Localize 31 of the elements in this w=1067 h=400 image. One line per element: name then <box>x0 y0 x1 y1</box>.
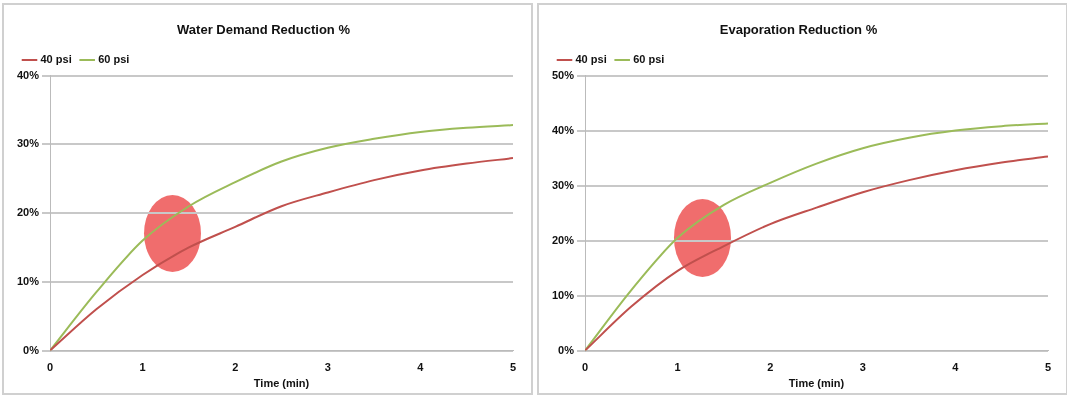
chart-title: Water Demand Reduction % <box>177 22 351 38</box>
legend-label: 40 psi <box>40 53 72 66</box>
y-tick-label: 20% <box>16 206 40 219</box>
y-tick-label: 50% <box>551 68 575 81</box>
y-tick-label: 0% <box>23 343 40 356</box>
y-tick-label: 40% <box>16 68 40 81</box>
x-axis-title: Time (min) <box>788 377 845 390</box>
x-tick-label: 0 <box>46 361 54 374</box>
x-tick-label: 5 <box>1044 361 1052 374</box>
x-tick-label: 0 <box>581 361 589 374</box>
x-tick-label: 3 <box>324 361 331 374</box>
legend-label: 60 psi <box>98 53 130 66</box>
y-tick-label: 0% <box>558 343 575 356</box>
x-tick-label: 2 <box>767 361 774 374</box>
x-tick-label: 2 <box>232 361 239 374</box>
y-tick-label: 10% <box>16 274 40 287</box>
y-tick-label: 30% <box>551 178 575 191</box>
x-tick-label: 4 <box>417 361 425 374</box>
x-tick-label: 1 <box>674 361 681 374</box>
y-tick-label: 20% <box>551 233 575 246</box>
y-tick-label: 40% <box>551 123 575 136</box>
x-tick-label: 4 <box>952 361 960 374</box>
x-axis-title: Time (min) <box>253 377 310 390</box>
legend-label: 40 psi <box>575 53 607 66</box>
x-tick-label: 3 <box>859 361 866 374</box>
x-tick-label: 5 <box>509 361 517 374</box>
legend-label: 60 psi <box>633 53 665 66</box>
chart-title: Evaporation Reduction % <box>719 22 878 38</box>
y-tick-label: 10% <box>551 288 575 301</box>
x-tick-label: 1 <box>139 361 146 374</box>
y-tick-label: 30% <box>16 137 40 150</box>
